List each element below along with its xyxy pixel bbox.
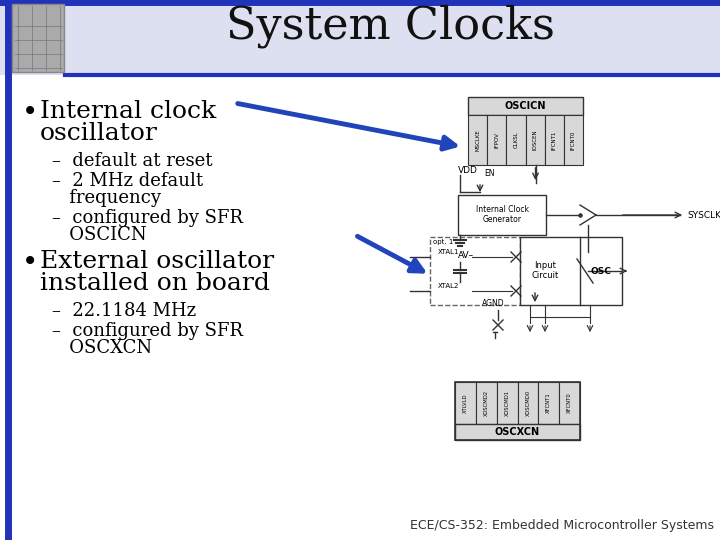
Text: oscillator: oscillator xyxy=(40,122,158,145)
Text: XFCNT1: XFCNT1 xyxy=(546,393,552,414)
Text: IOSCEN: IOSCEN xyxy=(533,130,538,150)
Bar xyxy=(487,115,506,165)
Text: OSCICN: OSCICN xyxy=(505,101,546,111)
Text: frequency: frequency xyxy=(52,189,161,207)
Text: CLKSL: CLKSL xyxy=(513,132,518,148)
Text: OSC: OSC xyxy=(590,267,611,275)
Bar xyxy=(430,237,520,305)
Bar xyxy=(455,424,580,440)
Bar xyxy=(518,382,539,424)
Bar xyxy=(539,382,559,424)
Text: XOSCMD1: XOSCMD1 xyxy=(505,390,510,416)
Bar xyxy=(476,382,497,424)
Text: XOSCMD0: XOSCMD0 xyxy=(526,390,531,416)
Text: –  configured by SFR: – configured by SFR xyxy=(52,322,243,340)
Text: System Clocks: System Clocks xyxy=(225,4,554,48)
Text: Generator: Generator xyxy=(482,215,521,225)
Bar xyxy=(544,115,564,165)
Text: ECE/CS-352: Embedded Microcontroller Systems: ECE/CS-352: Embedded Microcontroller Sys… xyxy=(410,519,714,532)
Bar xyxy=(506,115,526,165)
Text: EN: EN xyxy=(484,169,495,178)
Text: Internal Clock: Internal Clock xyxy=(475,206,528,214)
Text: •: • xyxy=(22,250,38,277)
Text: opt. 1: opt. 1 xyxy=(433,239,454,245)
Text: XTAL2: XTAL2 xyxy=(438,283,459,289)
Text: IFCNT0: IFCNT0 xyxy=(571,130,576,150)
Text: installed on board: installed on board xyxy=(40,272,270,295)
Text: OSCXCN: OSCXCN xyxy=(52,339,152,357)
Bar xyxy=(520,237,622,305)
Text: External oscillator: External oscillator xyxy=(40,250,274,273)
Text: OSCXCN: OSCXCN xyxy=(495,427,540,437)
Bar xyxy=(468,97,583,115)
Text: MSCLKE: MSCLKE xyxy=(475,129,480,151)
Bar xyxy=(455,382,476,424)
Text: –  default at reset: – default at reset xyxy=(52,152,212,170)
Text: Circuit: Circuit xyxy=(531,272,559,280)
Text: AGND: AGND xyxy=(482,299,505,308)
Bar xyxy=(564,115,583,165)
Text: XOSCMD2: XOSCMD2 xyxy=(484,390,489,416)
Text: IFCNT1: IFCNT1 xyxy=(552,130,557,150)
Text: –  configured by SFR: – configured by SFR xyxy=(52,209,243,227)
Text: XTLVLD: XTLVLD xyxy=(463,393,468,413)
Text: Internal clock: Internal clock xyxy=(40,100,216,123)
Text: XFCNT0: XFCNT0 xyxy=(567,393,572,414)
Text: Input: Input xyxy=(534,261,556,271)
Bar xyxy=(12,4,64,72)
Text: •: • xyxy=(22,100,38,127)
Text: –  22.1184 MHz: – 22.1184 MHz xyxy=(52,302,196,320)
Bar xyxy=(559,382,580,424)
Text: –  2 MHz default: – 2 MHz default xyxy=(52,172,203,190)
Text: OSCICN: OSCICN xyxy=(52,226,147,244)
Text: SYSCLK: SYSCLK xyxy=(687,211,720,219)
Text: XTAL1: XTAL1 xyxy=(438,249,459,255)
Bar xyxy=(455,382,580,440)
Text: AV–: AV– xyxy=(458,251,474,260)
Bar xyxy=(0,0,720,75)
Text: VDD: VDD xyxy=(458,166,478,175)
Bar xyxy=(468,115,487,165)
Bar xyxy=(497,382,518,424)
Bar xyxy=(458,195,546,235)
Bar xyxy=(526,115,544,165)
Text: IFPOV: IFPOV xyxy=(494,132,499,148)
